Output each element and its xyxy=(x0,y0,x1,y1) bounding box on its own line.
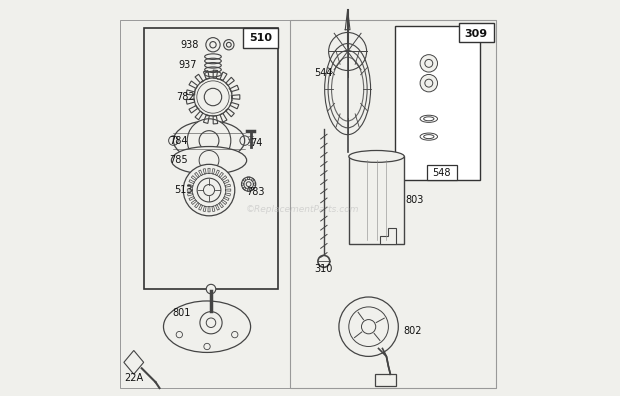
Circle shape xyxy=(206,284,216,294)
Circle shape xyxy=(339,297,398,356)
Text: 309: 309 xyxy=(465,29,488,39)
Bar xyxy=(427,165,456,180)
Ellipse shape xyxy=(349,150,404,162)
Circle shape xyxy=(361,320,376,334)
Circle shape xyxy=(187,119,231,162)
Bar xyxy=(395,26,480,180)
Text: 785: 785 xyxy=(169,155,188,166)
Circle shape xyxy=(420,55,438,72)
Text: 513: 513 xyxy=(174,185,193,195)
Text: 938: 938 xyxy=(180,40,198,50)
Text: ©ReplacementParts.com: ©ReplacementParts.com xyxy=(246,206,359,214)
Ellipse shape xyxy=(171,147,247,174)
Text: 784: 784 xyxy=(169,135,188,146)
Text: 782: 782 xyxy=(176,92,195,102)
Text: 22A: 22A xyxy=(124,373,143,383)
Ellipse shape xyxy=(164,301,250,352)
Bar xyxy=(242,28,278,48)
Text: 544: 544 xyxy=(314,68,333,78)
Text: 802: 802 xyxy=(403,326,422,336)
Text: 548: 548 xyxy=(433,168,451,178)
Polygon shape xyxy=(381,228,396,244)
Text: 801: 801 xyxy=(172,308,190,318)
Circle shape xyxy=(329,32,366,70)
Circle shape xyxy=(184,164,235,216)
Bar xyxy=(144,28,278,289)
Circle shape xyxy=(242,177,255,191)
Circle shape xyxy=(197,178,221,202)
Bar xyxy=(374,374,396,386)
Text: 937: 937 xyxy=(178,60,197,70)
Ellipse shape xyxy=(174,121,245,160)
Circle shape xyxy=(318,255,330,267)
Text: 803: 803 xyxy=(405,195,423,205)
Circle shape xyxy=(200,312,222,334)
Text: 510: 510 xyxy=(249,32,272,43)
Text: 310: 310 xyxy=(315,264,333,274)
Text: 783: 783 xyxy=(246,187,265,197)
Circle shape xyxy=(420,74,438,92)
Bar xyxy=(459,23,494,42)
Bar xyxy=(290,20,496,388)
Text: 74: 74 xyxy=(250,137,263,148)
Bar xyxy=(349,156,404,244)
